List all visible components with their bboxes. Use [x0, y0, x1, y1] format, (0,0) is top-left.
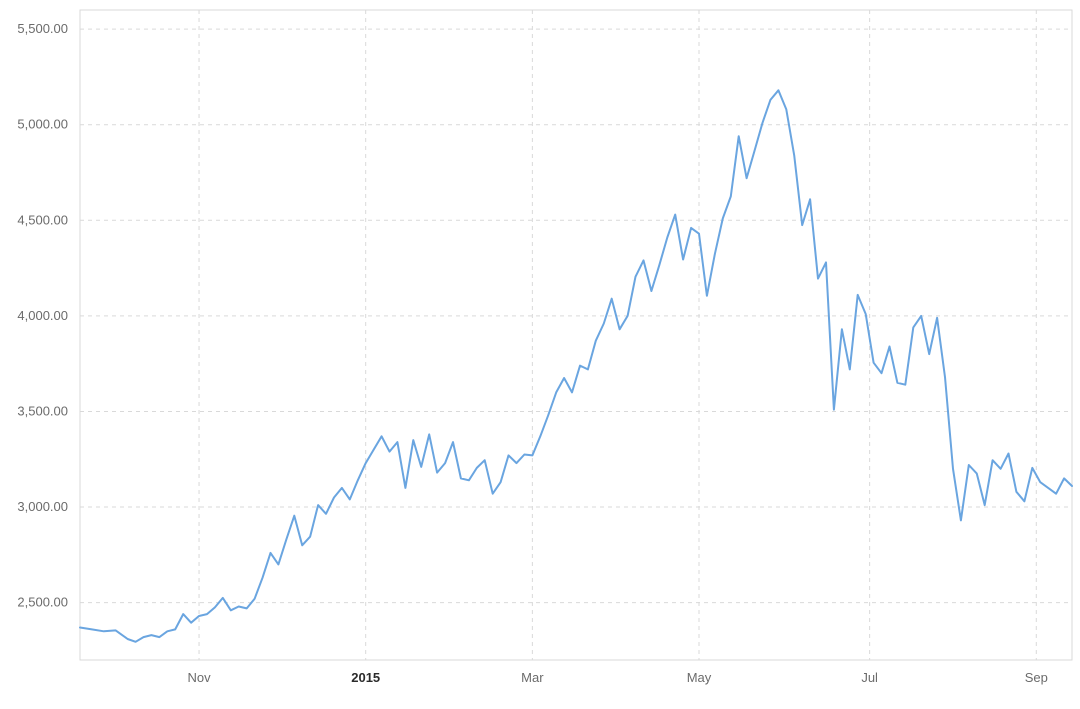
y-tick-label: 3,500.00	[17, 403, 68, 418]
line-chart: 2,500.00 3,000.00 3,500.00 4,000.00 4,500.00…	[0, 0, 1080, 709]
x-tick-label: Nov	[187, 670, 211, 685]
y-tick-label: 4,500.00	[17, 212, 68, 227]
y-tick-label: 2,500.00	[17, 595, 68, 610]
y-tick-label: 5,000.00	[17, 117, 68, 132]
y-tick-label: 3,000.00	[17, 499, 68, 514]
x-tick-label: 2015	[351, 670, 380, 685]
y-tick-label: 5,500.00	[17, 21, 68, 36]
x-tick-label: Sep	[1025, 670, 1048, 685]
y-tick-label: 4,000.00	[17, 308, 68, 323]
x-tick-label: Mar	[521, 670, 544, 685]
x-tick-label: Jul	[861, 670, 878, 685]
x-tick-label: May	[687, 670, 712, 685]
chart-svg: 2,500.00 3,000.00 3,500.00 4,000.00 4,500.00…	[0, 0, 1080, 709]
